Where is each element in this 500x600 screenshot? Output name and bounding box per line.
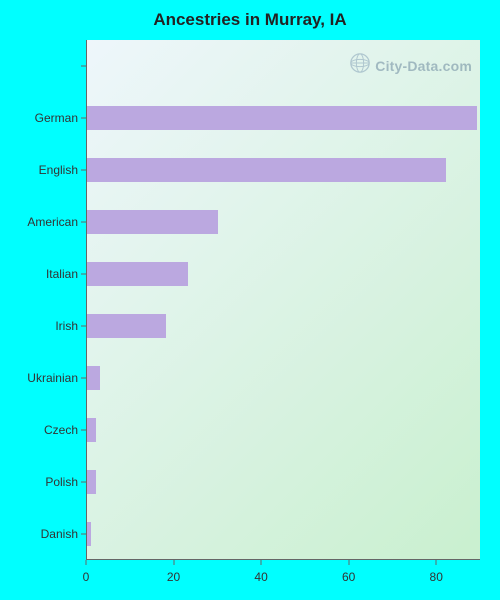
watermark-text: City-Data.com	[375, 58, 472, 74]
bar	[87, 418, 96, 441]
y-tick	[81, 66, 86, 67]
x-tick	[348, 560, 349, 565]
watermark: City-Data.com	[349, 52, 472, 79]
bar	[87, 522, 91, 545]
plot-area: City-Data.com	[86, 40, 480, 560]
y-axis-label: Ukrainian	[0, 371, 78, 385]
bar	[87, 470, 96, 493]
y-axis-label: American	[0, 215, 78, 229]
x-tick	[86, 560, 87, 565]
bar	[87, 210, 218, 233]
y-axis-label: Czech	[0, 423, 78, 437]
y-axis-label: Polish	[0, 475, 78, 489]
y-tick	[81, 222, 86, 223]
bar	[87, 106, 477, 129]
y-axis-label: Danish	[0, 527, 78, 541]
x-tick	[173, 560, 174, 565]
bar	[87, 314, 166, 337]
bar	[87, 158, 446, 181]
y-tick	[81, 534, 86, 535]
bar	[87, 366, 100, 389]
y-tick	[81, 430, 86, 431]
y-axis-label: German	[0, 111, 78, 125]
y-axis-label: English	[0, 163, 78, 177]
y-tick	[81, 482, 86, 483]
chart-title: Ancestries in Murray, IA	[0, 10, 500, 30]
x-axis-label: 60	[342, 570, 355, 584]
y-tick	[81, 378, 86, 379]
y-axis-label: Irish	[0, 319, 78, 333]
chart-container: Ancestries in Murray, IA City-Data.com G…	[0, 0, 500, 600]
x-axis-label: 40	[254, 570, 267, 584]
bar	[87, 262, 188, 285]
y-axis-label: Italian	[0, 267, 78, 281]
x-tick	[261, 560, 262, 565]
x-axis-label: 80	[430, 570, 443, 584]
globe-icon	[349, 52, 371, 79]
x-axis-label: 20	[167, 570, 180, 584]
y-tick	[81, 274, 86, 275]
x-axis-label: 0	[83, 570, 90, 584]
y-tick	[81, 326, 86, 327]
y-tick	[81, 118, 86, 119]
x-tick	[436, 560, 437, 565]
y-tick	[81, 170, 86, 171]
